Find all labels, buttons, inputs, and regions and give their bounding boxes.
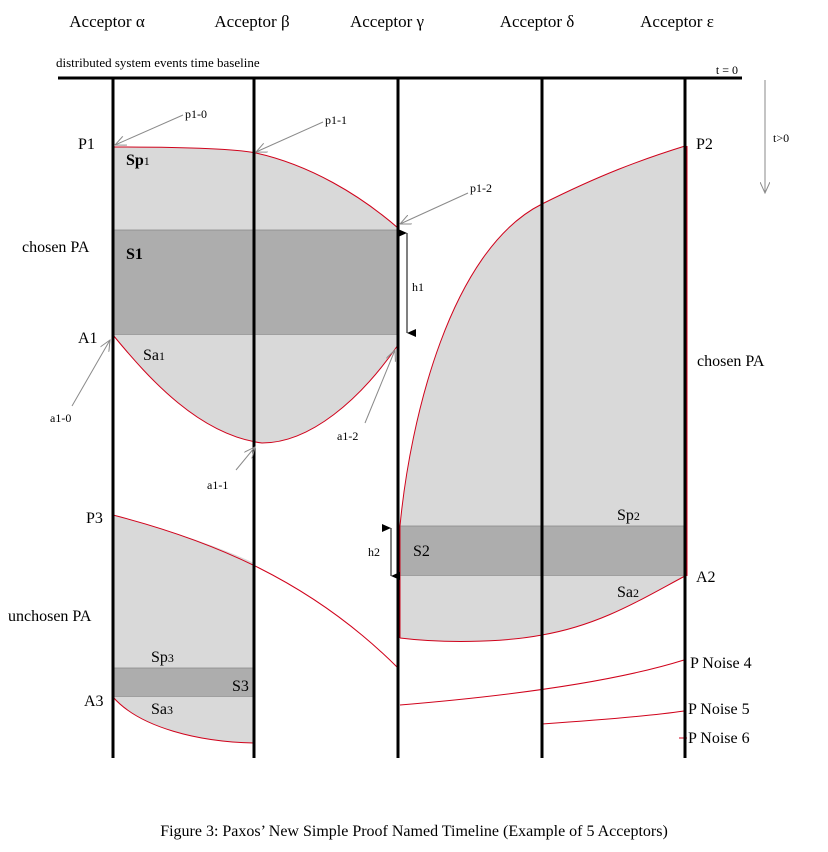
acceptor-alpha-label: Acceptor α (69, 12, 145, 31)
noise-5-curve (541, 710, 685, 725)
acceptor-beta-label: Acceptor β (214, 12, 289, 31)
sa3-region (113, 697, 254, 743)
noise-6-label: P Noise 6 (688, 730, 750, 747)
acceptor-headers: Acceptor α Acceptor β Acceptor γ Accepto… (69, 12, 714, 31)
a1-2-arrow (364, 350, 395, 424)
chosen-pa-right-label: chosen PA (697, 353, 765, 370)
figure-caption: Figure 3: Paxos’ New Simple Proof Named … (160, 823, 668, 840)
p1-0-arrow (115, 114, 184, 145)
p1-1-arrow (256, 121, 324, 152)
p3-curve (112, 514, 399, 669)
timelines (58, 76, 765, 758)
s3-label: S3 (232, 678, 249, 695)
t-zero-label: t = 0 (716, 63, 738, 77)
noise-4-label: P Noise 4 (690, 655, 752, 672)
a1-0-label: a1-0 (50, 411, 71, 425)
p2-curve (399, 145, 686, 527)
a1-label: A1 (78, 330, 98, 347)
a1-0-arrow (71, 340, 110, 407)
acceptor-epsilon-label: Acceptor ε (640, 12, 714, 31)
p3-label: P3 (86, 510, 103, 527)
acceptor-gamma-label: Acceptor γ (350, 12, 425, 31)
h2-label: h2 (368, 545, 380, 559)
a3-label: A3 (84, 693, 104, 710)
a1-curve (112, 334, 399, 444)
chosen-pa-left-label: chosen PA (22, 239, 90, 256)
sp3-label: Sp3 (151, 649, 174, 666)
a1-1-label: a1-1 (207, 478, 228, 492)
s3-region (112, 667, 255, 698)
noise-5-label: P Noise 5 (688, 701, 750, 718)
unchosen-pa-label: unchosen PA (8, 608, 92, 625)
baseline-label: distributed system events time baseline (56, 55, 260, 70)
noise-4-curve (399, 659, 685, 706)
acceptor-delta-label: Acceptor δ (500, 12, 575, 31)
p1-label: P1 (78, 136, 95, 153)
p1-0-label: p1-0 (185, 107, 207, 121)
p2-label: P2 (696, 136, 713, 153)
sp1-label: Sp1 (126, 152, 150, 169)
sp3-region (113, 515, 254, 668)
height-markers (382, 229, 416, 580)
p1-2-label: p1-2 (470, 181, 492, 195)
a2-label: A2 (696, 569, 716, 586)
sa1-label: Sa1 (143, 347, 165, 364)
a1-1-arrow (235, 447, 255, 471)
pointer-arrows (71, 114, 469, 471)
p1-1-label: p1-1 (325, 113, 347, 127)
p1-2-arrow (400, 192, 469, 224)
s1-label: S1 (126, 246, 143, 263)
a1-2-label: a1-2 (337, 429, 358, 443)
t-positive-label: t>0 (773, 131, 789, 145)
s2-label: S2 (413, 543, 430, 560)
p1-curve (112, 146, 399, 229)
a3-curve (112, 696, 255, 744)
sp2-label: Sp2 (617, 507, 640, 524)
region-3 (112, 514, 399, 744)
sa3-label: Sa3 (151, 701, 173, 718)
h1-label: h1 (412, 280, 424, 294)
sa2-label: Sa2 (617, 584, 639, 601)
